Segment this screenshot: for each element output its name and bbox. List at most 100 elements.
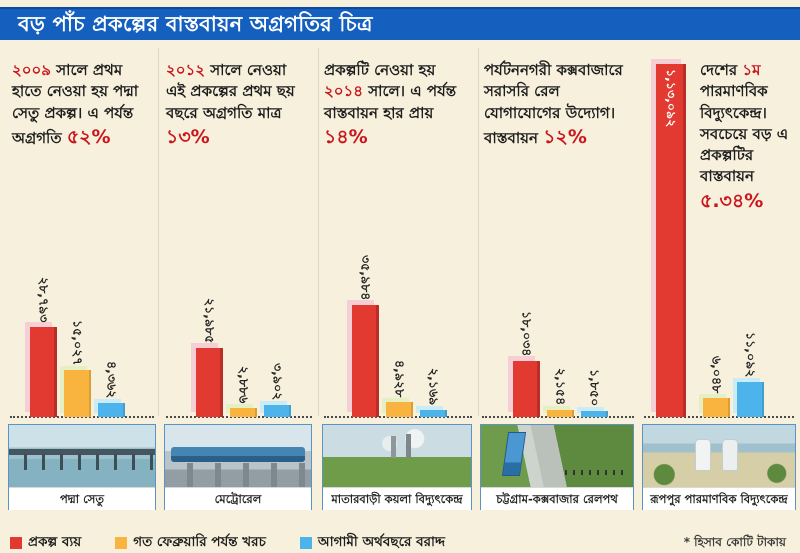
desc-year: ১ম [742, 61, 761, 79]
bar-value-label: ৪,৯২৮ [392, 359, 408, 397]
legend-label: গত ফেব্রুয়ারি পর্যন্ত খরচ [133, 534, 266, 550]
bar-group-matarbari: ৩৫,৯৮৪ ৪,৯২৮ ২,১৬৯ [352, 255, 447, 417]
bar-spent-till-february: ৬,০৪৮ [703, 356, 730, 417]
bar-spent-till-february: ৪,৯২৮ [386, 360, 413, 417]
bar-value-label: ৬,০৪৮ [709, 355, 725, 393]
legend-swatch-blue [299, 536, 312, 549]
legend-label: আগামী অর্থবছরে বরাদ্দ [317, 534, 445, 550]
photo-caption: চট্টগ্রাম-কক্সবাজার রেলপথ [481, 487, 633, 510]
photo-box-coxsbazar-rail: চট্টগ্রাম-কক্সবাজার রেলপথ [480, 424, 634, 510]
bar-spent-till-february: ১৫,০২৭ [64, 320, 91, 417]
legend-item-project-cost: প্রকল্প ব্যয় [10, 531, 81, 553]
desc-year: ২০১২ [166, 61, 205, 79]
bridge-piers-graphic [9, 453, 155, 470]
bar-next-fy-allocation: ৪,৩৬২ [98, 361, 125, 417]
bar-group-rooppur: ১,১৩,০৯২ ৬,০৪৮ ১১,০৯২ [656, 64, 764, 417]
desc-text: সালে। এ পর্যন্ত বাস্তবায়ন হার প্রায় [324, 82, 457, 122]
metro-train-graphic [170, 447, 306, 463]
photo-box-rooppur: রূপপুর পারমাণবিক বিদ্যুৎকেন্দ্র [642, 424, 796, 510]
bar-group-coxsbazar-rail: ১৮,০৩৪ ২,১৫৪ ১,৮৫০ [513, 311, 608, 417]
train-graphic [502, 432, 527, 477]
photo-rooppur-nuclear-plant [643, 425, 795, 487]
bar-value-label: ৩৫,৯৮৪ [358, 254, 374, 300]
bar-next-fy-allocation: ১,৮৫০ [581, 369, 608, 417]
bar-value-label: ১১,০৯২ [743, 331, 759, 377]
axis-baseline [166, 416, 312, 418]
bridge-deck-graphic [9, 448, 155, 455]
axis-baseline [644, 416, 794, 418]
project-description-metrorail: ২০১২ সালে নেওয়া এই প্রকল্পের প্রথম ছয় … [166, 60, 304, 151]
desc-text: পারমাণবিক বিদ্যুৎকেন্দ্র। সবচেয়ে বড় এ … [700, 82, 789, 186]
project-description-rooppur: দেশের ১ম পারমাণবিক বিদ্যুৎকেন্দ্র। সবচেয… [700, 60, 792, 215]
desc-year: ২০১৪ [324, 82, 363, 101]
bar-project-cost: ১,১৩,০৯২ [656, 64, 686, 417]
legend-swatch-red [10, 536, 22, 549]
bar-spent-till-february: ২,৮৮৬ [230, 366, 257, 417]
column-divider [318, 48, 319, 416]
bar-project-cost: ২৮,৭৯৩ [30, 277, 57, 417]
progress-percent: ১২% [543, 125, 587, 148]
bar-value-label: ২,১৬৯ [426, 367, 442, 405]
cooling-tower-graphic [722, 438, 739, 471]
photo-box-metrorail: মেট্রোরেল [164, 424, 312, 510]
axis-baseline [10, 416, 154, 418]
bar-value-label: ২১,৯৮৫ [202, 297, 218, 343]
photo-caption: পদ্মা সেতু [9, 487, 155, 510]
desc-year: ২০০৯ [12, 61, 51, 79]
desc-text: দেশের [700, 61, 743, 79]
bar-value-label: ১৮,০৩৪ [519, 310, 535, 356]
viaduct-pillars-graphic [165, 463, 311, 487]
photo-box-matarbari: মাতারবাড়ী কয়লা বিদ্যুৎকেন্দ্র [322, 424, 472, 510]
chimney-graphic [405, 433, 411, 459]
legend-item-allocation: আগামী অর্থবছরে বরাদ্দ [299, 531, 445, 553]
bar-value-label: ১,৮৫০ [587, 368, 603, 406]
column-divider [478, 48, 479, 416]
progress-percent: ১৩% [166, 125, 210, 148]
legend-item-spent: গত ফেব্রুয়ারি পর্যন্ত খরচ [115, 531, 266, 553]
photo-box-padma: পদ্মা সেতু [8, 424, 156, 510]
bar-next-fy-allocation: ১১,০৯২ [737, 332, 764, 417]
project-description-matarbari: প্রকল্পটি নেওয়া হয় ২০১৪ সালে। এ পর্যন্… [324, 60, 466, 151]
legend-label: প্রকল্প ব্যয় [28, 534, 82, 550]
bar-spent-till-february: ২,১৫৪ [547, 368, 574, 417]
desc-text: পর্যটননগরী কক্সবাজারে সরাসরি রেল যোগাযোগ… [484, 61, 623, 147]
column-divider [158, 48, 159, 416]
photo-padma-bridge [9, 425, 155, 487]
chimney-graphic [391, 436, 397, 459]
bar-value-label: ৪,৩৬২ [104, 360, 120, 398]
axis-baseline [482, 416, 634, 418]
bar-group-padma: ২৮,৭৯৩ ১৫,০২৭ ৪,৩৬২ [30, 277, 125, 417]
bar-project-cost: ৩৫,৯৮৪ [352, 255, 379, 417]
page-title: বড় পাঁচ প্রকল্পের বাস্তবায়ন অগ্রগতির চ… [18, 12, 373, 36]
progress-percent: ৫.৩৪% [700, 189, 764, 212]
progress-percent: ১৪% [324, 125, 368, 148]
project-description-padma: ২০০৯ সালে প্রথম হাতে নেওয়া হয় পদ্মা সে… [12, 60, 152, 151]
bar-value-label: ৩,৯০২ [270, 362, 286, 400]
axis-baseline [324, 416, 472, 418]
photo-metrorail [165, 425, 311, 487]
title-bar: বড় পাঁচ প্রকল্পের বাস্তবায়ন অগ্রগতির চ… [0, 7, 800, 40]
bar-value-label: ২৮,৭৯৩ [36, 276, 52, 322]
bar-project-cost: ১৮,০৩৪ [513, 311, 540, 417]
cooling-tower-graphic [694, 438, 711, 471]
bar-next-fy-allocation: ৩,৯০২ [264, 363, 291, 417]
desc-text: প্রকল্পটি নেওয়া হয় [324, 61, 436, 79]
photo-caption: মেট্রোরেল [165, 487, 311, 510]
people-row-graphic [564, 469, 629, 475]
chart-legend: প্রকল্প ব্যয় গত ফেব্রুয়ারি পর্যন্ত খরচ… [10, 531, 445, 553]
project-description-coxsbazar-rail: পর্যটননগরী কক্সবাজারে সরাসরি রেল যোগাযোগ… [484, 60, 624, 151]
bar-project-cost: ২১,৯৮৫ [196, 298, 223, 417]
legend-swatch-yellow [115, 536, 128, 549]
desc-text: সালে নেওয়া এই প্রকল্পের প্রথম ছয় বছরে … [166, 61, 295, 122]
bar-value-label: ২,১৫৪ [553, 367, 569, 405]
unit-footnote: * হিসাব কোটি টাকায় [683, 535, 786, 549]
bar-group-metrorail: ২১,৯৮৫ ২,৮৮৬ ৩,৯০২ [196, 298, 291, 417]
bar-value-label: ২,৮৮৬ [236, 365, 252, 403]
bar-value-label: ১,১৩,০৯২ [664, 69, 679, 128]
bar-value-label: ১৫,০২৭ [70, 319, 86, 365]
progress-percent: ৫২% [66, 125, 111, 148]
photo-caption: রূপপুর পারমাণবিক বিদ্যুৎকেন্দ্র [643, 487, 795, 510]
photo-caption: মাতারবাড়ী কয়লা বিদ্যুৎকেন্দ্র [323, 487, 471, 510]
photo-matarbari-power-plant [323, 425, 471, 487]
